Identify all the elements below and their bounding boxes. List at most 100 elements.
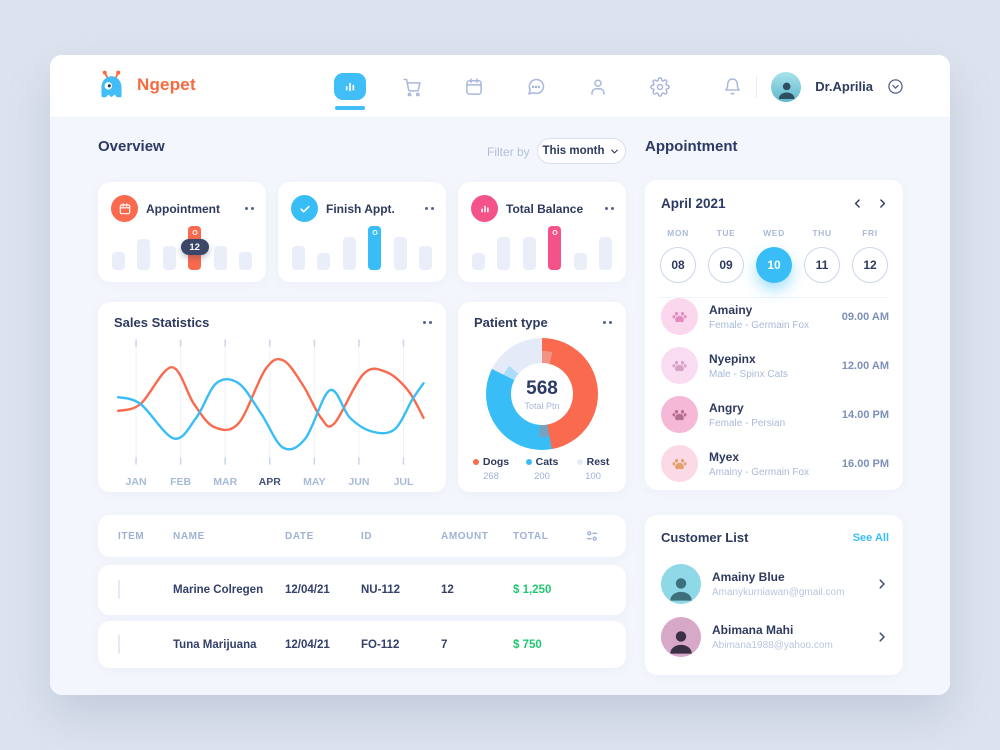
customer-name: Amainy Blue <box>712 569 785 584</box>
cell-total: $ 750 <box>513 638 542 651</box>
chevron-right-icon[interactable] <box>875 630 889 644</box>
calendar-day-12: FRI 12 <box>851 228 889 283</box>
stat-mini-bar-chart: 12 <box>112 224 252 270</box>
stat-menu-dots[interactable] <box>605 203 614 214</box>
day-circle-12[interactable]: 12 <box>852 247 888 283</box>
col-header-total: TOTAL <box>513 530 549 542</box>
stat-menu-dots[interactable] <box>425 203 434 214</box>
appointment-item[interactable]: Amainy Female - Germain Fox 09.00 AM <box>661 292 889 341</box>
nav-messages-icon[interactable] <box>519 55 553 118</box>
table-row[interactable]: Tuna Marijuana 12/04/21 FO-112 7 $ 750 <box>98 621 626 668</box>
nav-dashboard-icon[interactable] <box>333 55 367 118</box>
patient-type-title: Patient type <box>474 315 548 330</box>
month-label-jul: JUL <box>394 476 414 488</box>
pet-detail: Female - Germain Fox <box>709 319 810 331</box>
calendar-solid-icon <box>111 195 138 222</box>
month-label-jun: JUN <box>348 476 369 488</box>
calendar-day-strip: MON 08 TUE 09 WED 10 THU 11 FRI 12 <box>659 228 889 298</box>
legend-dogs: Dogs 268 <box>466 456 516 482</box>
pet-detail: Female - Persian <box>709 417 786 429</box>
sales-menu-dots[interactable] <box>423 317 432 328</box>
cell-amount: 12 <box>441 584 454 596</box>
bar <box>238 252 252 270</box>
bar <box>522 237 536 270</box>
stat-card-title: Total Balance <box>506 201 584 216</box>
appointment-time: 16.00 PM <box>841 457 889 470</box>
appointment-card: April 2021 MON 08 TUE 09 WED 10 THU 11 FRI 12 Ama… <box>645 180 903 490</box>
app-window: Ngepet Dr.Aprilia Overview Filter by Thi… <box>50 55 950 695</box>
bar <box>213 246 227 270</box>
pet-avatar <box>661 396 698 433</box>
month-filter-dropdown[interactable]: This month <box>537 138 626 164</box>
sales-series-blue <box>117 378 425 451</box>
header-right: Dr.Aprilia <box>723 55 904 118</box>
customer-item[interactable]: Abimana Mahi Abimana1988@yahoo.com <box>661 610 889 663</box>
cell-name: Marine Colregen <box>173 584 264 596</box>
nav-shop-icon[interactable] <box>395 55 429 118</box>
appointment-time: 14.00 PM <box>841 408 889 421</box>
chevron-right-icon[interactable] <box>875 577 889 591</box>
product-image <box>118 634 120 654</box>
calendar-next-icon[interactable] <box>876 197 889 210</box>
pet-name: Amainy <box>709 302 753 317</box>
month-label-mar: MAR <box>213 476 237 488</box>
patient-type-card: Patient type 568 Total Ptn Dogs 268 Cats 20… <box>458 302 626 492</box>
overview-title: Overview <box>98 138 165 155</box>
customer-avatar <box>661 563 701 604</box>
appointment-item[interactable]: Myex Amainy - Germain Fox 16.00 PM <box>661 439 889 488</box>
customer-list-card: Customer List See All Amainy Blue Amanyku… <box>645 515 903 675</box>
day-circle-09[interactable]: 09 <box>708 247 744 283</box>
nav-patients-icon[interactable] <box>581 55 615 118</box>
patient-menu-dots[interactable] <box>603 317 612 328</box>
bell-icon[interactable] <box>723 77 742 96</box>
see-all-link[interactable]: See All <box>852 531 889 544</box>
calendar-day-08: MON 08 <box>659 228 697 283</box>
pet-detail: Amainy - Germain Fox <box>709 466 810 478</box>
table-filter-icon[interactable] <box>584 528 606 544</box>
cell-amount: 7 <box>441 638 448 651</box>
user-menu-chevron-icon[interactable] <box>887 78 904 95</box>
user-avatar[interactable] <box>771 71 802 102</box>
legend-rest: Rest 100 <box>568 456 618 482</box>
month-label-feb: FEB <box>170 476 191 488</box>
appointment-item[interactable]: Angry Female - Persian 14.00 PM <box>661 390 889 439</box>
table-row[interactable]: Marine Colregen 12/04/21 NU-112 12 $ 1,2… <box>98 565 626 615</box>
calendar-day-11: THU 11 <box>803 228 841 283</box>
bar-highlight: 12 <box>180 226 209 270</box>
stat-menu-dots[interactable] <box>245 203 254 214</box>
chevron-down-icon <box>609 146 620 157</box>
bar <box>137 239 151 270</box>
brand: Ngepet <box>95 69 196 100</box>
bar <box>292 246 305 270</box>
sales-statistics-card: Sales Statistics JAN FEB MAR APR MAY JUN JUL <box>98 302 446 492</box>
col-header-date: DATE <box>285 530 314 542</box>
bar <box>573 253 587 270</box>
customer-email: Amanykurniawan@gmail.com <box>712 586 845 598</box>
customer-list-title: Customer List <box>661 530 749 545</box>
active-nav-underline <box>335 106 365 110</box>
day-circle-10[interactable]: 10 <box>756 247 792 283</box>
customer-item[interactable]: Amainy Blue Amanykurniawan@gmail.com <box>661 557 889 610</box>
pet-name: Myex <box>709 449 740 464</box>
nav-settings-icon[interactable] <box>643 55 677 118</box>
month-label-jan: JAN <box>126 476 147 488</box>
bar <box>317 253 331 270</box>
day-circle-11[interactable]: 11 <box>804 247 840 283</box>
calendar-prev-icon[interactable] <box>851 197 864 210</box>
stat-card-appointment: Appointment 12 <box>98 182 266 282</box>
mini-bars-icon <box>471 195 498 222</box>
cell-id: NU-112 <box>361 584 400 596</box>
appointment-item[interactable]: Nyepinx Male - Spinx Cats 12.00 AM <box>661 341 889 390</box>
stat-card-title: Finish Appt. <box>326 201 395 216</box>
donut-legend: Dogs 268 Cats 200 Rest 100 <box>466 456 618 482</box>
bar-highlight <box>548 226 562 270</box>
bar <box>497 237 511 270</box>
main-nav <box>333 55 677 118</box>
nav-schedule-icon[interactable] <box>457 55 491 118</box>
legend-dot <box>472 459 479 465</box>
patient-donut-chart: 568 Total Ptn <box>486 338 598 450</box>
day-circle-08[interactable]: 08 <box>660 247 696 283</box>
month-filter-value: This month <box>542 145 605 157</box>
header-divider <box>756 75 758 98</box>
filter-by-label: Filter by <box>487 145 530 159</box>
